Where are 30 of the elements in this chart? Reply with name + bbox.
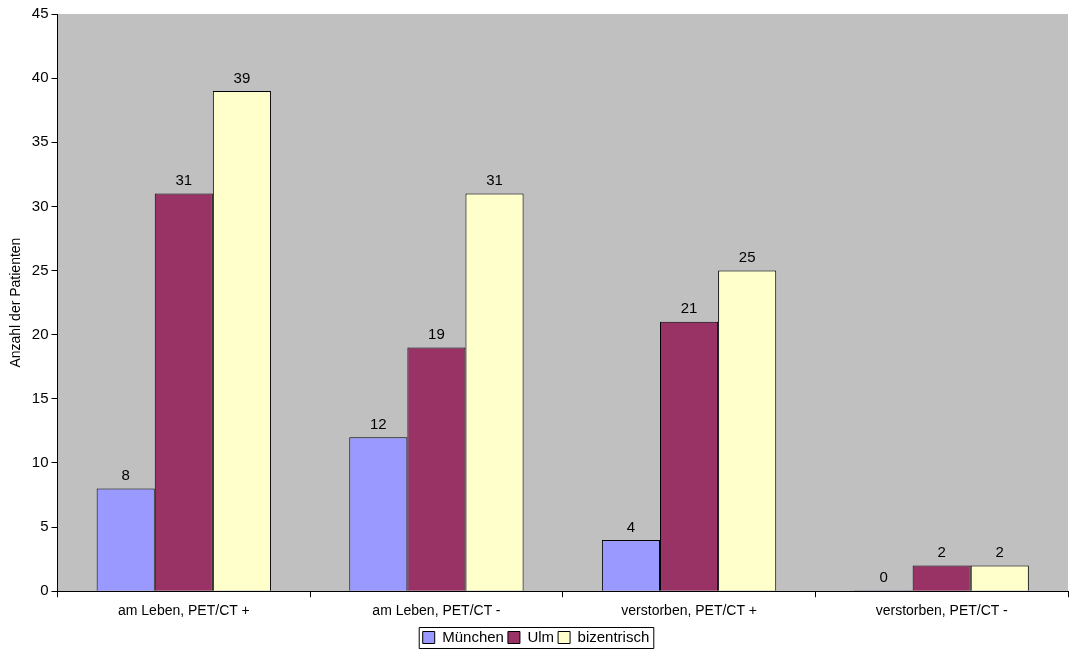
data-label: 0 — [879, 567, 888, 585]
y-tick-label: 0 — [40, 581, 49, 599]
data-label: 31 — [175, 171, 193, 189]
y-tick-label: 5 — [40, 517, 49, 535]
y-tick-label: 20 — [31, 324, 49, 342]
y-tick-label: 30 — [31, 196, 49, 214]
y-tick-label: 45 — [31, 4, 49, 22]
legend-label: München — [442, 627, 504, 645]
data-label: 2 — [995, 543, 1004, 561]
y-axis-title: Anzahl der Patienten — [7, 237, 24, 368]
y-tick-label: 10 — [31, 453, 49, 471]
x-tick-label: am Leben, PET/CT - — [372, 602, 501, 619]
y-tick-label: 40 — [31, 68, 49, 86]
data-label: 21 — [680, 299, 698, 317]
x-tick-label: verstorben, PET/CT - — [875, 602, 1009, 619]
data-label: 8 — [121, 466, 130, 484]
y-tick-label: 15 — [31, 388, 49, 406]
data-label: 19 — [428, 325, 445, 343]
x-tick-label: am Leben, PET/CT + — [117, 602, 250, 619]
y-tick-label: 35 — [31, 132, 49, 150]
data-label: 4 — [626, 517, 636, 535]
legend-label: Ulm — [527, 627, 555, 645]
legend-label: bizentrisch — [577, 627, 650, 645]
data-label: 31 — [486, 171, 503, 189]
data-label: 25 — [738, 248, 756, 266]
x-tick-label: verstorben, PET/CT + — [621, 602, 757, 619]
data-label: 2 — [937, 543, 946, 561]
y-tick-label: 25 — [31, 260, 49, 278]
data-label: 12 — [369, 414, 387, 432]
data-label: 39 — [233, 68, 251, 86]
